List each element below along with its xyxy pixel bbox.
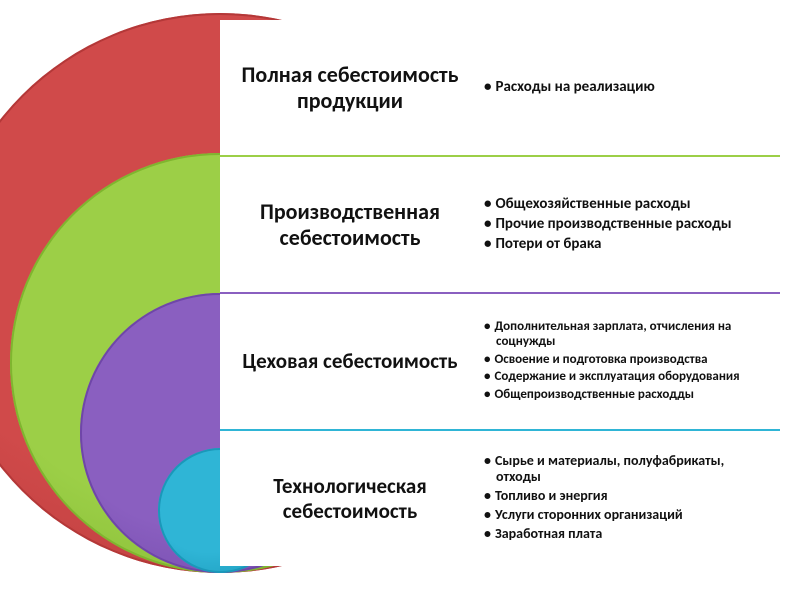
row-full-cost: Полная себестоимость продукцииРасходы на… xyxy=(220,20,780,157)
row-shop-cost: Цеховая себестоимостьДополнительная зарп… xyxy=(220,294,780,431)
row-tech-cost-bullet: Топливо и энергия xyxy=(484,488,772,505)
row-tech-cost-bullet: Сырье и материалы, полуфабрикаты, отходы xyxy=(484,453,772,487)
row-shop-cost-bullet: Содержание и эксплуатация оборудования xyxy=(484,369,772,385)
row-tech-cost: Технологическая себестоимостьСырье и мат… xyxy=(220,431,780,566)
row-production-cost-bullet: Потери от брака xyxy=(484,235,772,253)
row-production-cost-bullet: Общехозяйственные расходы xyxy=(484,195,772,213)
diagram-canvas: Полная себестоимость продукцииРасходы на… xyxy=(0,0,800,600)
row-shop-cost-bullet: Дополнительная зарплата, отчисления на с… xyxy=(484,319,772,350)
row-full-cost-title: Полная себестоимость продукции xyxy=(220,20,480,155)
row-full-cost-bullets: Расходы на реализацию xyxy=(480,20,780,155)
row-production-cost-bullets: Общехозяйственные расходы Прочие производ… xyxy=(480,157,780,292)
row-production-cost: Производственная себестоимостьОбщехозяйс… xyxy=(220,157,780,294)
row-shop-cost-title: Цеховая себестоимость xyxy=(220,294,480,429)
row-production-cost-title: Производственная себестоимость xyxy=(220,157,480,292)
row-full-cost-bullet: Расходы на реализацию xyxy=(484,78,772,96)
row-tech-cost-title: Технологическая себестоимость xyxy=(220,431,480,566)
row-shop-cost-bullet: Освоение и подготовка производства xyxy=(484,352,772,368)
row-tech-cost-bullet: Заработная плата xyxy=(484,526,772,543)
row-tech-cost-bullets: Сырье и материалы, полуфабрикаты, отходы… xyxy=(480,431,780,566)
rows-layer: Полная себестоимость продукцииРасходы на… xyxy=(220,20,780,566)
row-tech-cost-bullet: Услуги сторонних организаций xyxy=(484,507,772,524)
row-production-cost-bullet: Прочие производственные расходы xyxy=(484,215,772,233)
row-shop-cost-bullet: Общепроизводственные расходды xyxy=(484,387,772,403)
row-shop-cost-bullets: Дополнительная зарплата, отчисления на с… xyxy=(480,294,780,429)
